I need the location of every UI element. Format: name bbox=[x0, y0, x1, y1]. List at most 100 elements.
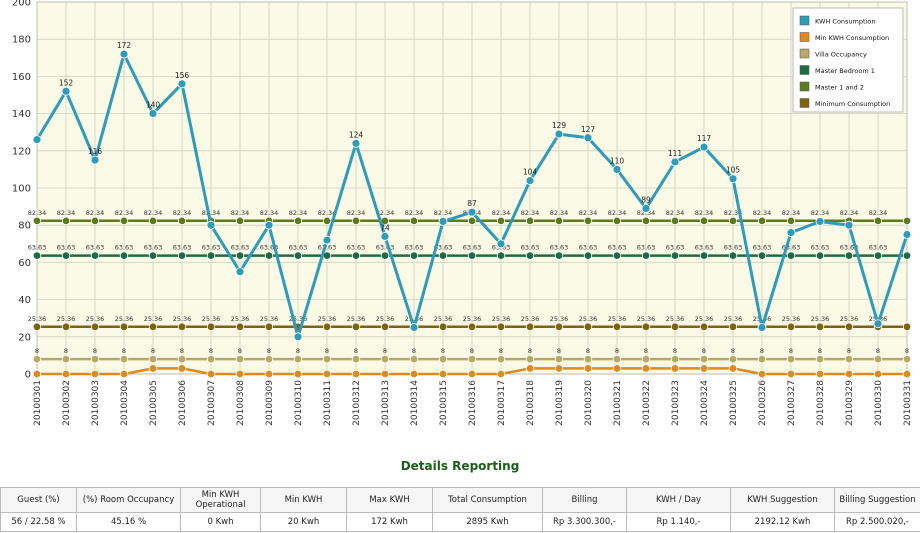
data-point bbox=[583, 354, 593, 364]
data-point bbox=[699, 142, 709, 152]
data-point bbox=[757, 323, 767, 332]
data-point bbox=[351, 138, 361, 148]
data-point bbox=[380, 231, 390, 241]
data-point bbox=[554, 129, 564, 139]
data-point bbox=[235, 267, 245, 277]
data-point bbox=[467, 354, 477, 364]
legend-entry: Min KWH Consumption bbox=[815, 34, 889, 42]
data-label: 8 bbox=[470, 347, 474, 355]
data-point bbox=[119, 49, 129, 59]
data-label: 82.34 bbox=[376, 209, 395, 217]
data-label: 140 bbox=[146, 101, 161, 110]
data-point bbox=[467, 207, 477, 217]
data-label: 25.36 bbox=[260, 315, 279, 323]
data-label: 8 bbox=[354, 347, 358, 355]
data-point bbox=[670, 216, 680, 226]
data-label: 82.34 bbox=[869, 209, 888, 217]
data-label: 8 bbox=[238, 347, 242, 355]
details-table: Guest (%) (%) Room Occupancy Min KWH Ope… bbox=[0, 487, 920, 532]
data-point bbox=[380, 322, 390, 332]
data-point bbox=[148, 322, 158, 332]
data-point bbox=[32, 251, 42, 260]
x-tick-label: 20100311 bbox=[323, 380, 333, 426]
data-label: 25.36 bbox=[231, 315, 250, 323]
value-min-kwh: 20 Kwh bbox=[260, 512, 347, 532]
data-point bbox=[612, 354, 622, 364]
data-label: 82.34 bbox=[753, 209, 772, 217]
data-label: 8 bbox=[644, 347, 648, 355]
x-tick-label: 20100318 bbox=[526, 380, 536, 426]
x-tick-label: 20100308 bbox=[236, 380, 246, 426]
data-label: 82.34 bbox=[492, 209, 511, 217]
data-label: 8 bbox=[615, 347, 619, 355]
y-tick-label: 100 bbox=[12, 184, 31, 195]
value-kwh-suggestion: 2192.12 Kwh bbox=[730, 512, 835, 532]
data-point bbox=[148, 251, 158, 260]
data-point bbox=[873, 216, 883, 226]
data-label: 25.36 bbox=[347, 315, 366, 323]
data-point bbox=[786, 251, 796, 260]
data-label: 63.63 bbox=[434, 244, 453, 252]
y-tick-label: 120 bbox=[12, 146, 31, 157]
data-point bbox=[757, 216, 767, 226]
data-label: 25.36 bbox=[637, 315, 656, 323]
value-guest: 56 / 22.58 % bbox=[0, 512, 77, 532]
data-point bbox=[438, 354, 448, 364]
data-point bbox=[438, 369, 448, 379]
value-billing-suggestion: Rp 2.500.020,- bbox=[834, 512, 920, 532]
legend-swatch bbox=[799, 32, 810, 42]
data-point bbox=[380, 369, 390, 379]
data-point bbox=[670, 157, 680, 167]
y-tick-label: 20 bbox=[18, 332, 31, 343]
legend-entry: Master 1 and 2 bbox=[815, 84, 864, 92]
x-tick-label: 20100316 bbox=[468, 380, 478, 426]
x-tick-label: 20100328 bbox=[816, 380, 826, 426]
data-point bbox=[873, 251, 883, 260]
data-label: 63.63 bbox=[637, 244, 656, 252]
details-title: Details Reporting bbox=[400, 459, 520, 473]
data-point bbox=[641, 251, 651, 260]
data-point bbox=[496, 322, 506, 332]
data-point bbox=[61, 322, 71, 332]
x-tick-label: 20100301 bbox=[33, 380, 43, 426]
data-label: 25.36 bbox=[376, 315, 395, 323]
data-point bbox=[119, 369, 129, 379]
data-point bbox=[786, 322, 796, 332]
data-point bbox=[148, 364, 158, 373]
header-billing: Billing bbox=[542, 487, 627, 513]
data-label: 25.36 bbox=[811, 315, 830, 323]
data-label: 63.63 bbox=[811, 244, 830, 252]
data-label: 82.34 bbox=[579, 209, 598, 217]
data-point bbox=[264, 369, 274, 379]
data-point bbox=[148, 216, 158, 226]
data-point bbox=[583, 251, 593, 260]
data-point bbox=[119, 216, 129, 226]
data-label: 8 bbox=[789, 347, 793, 355]
x-tick-label: 20100307 bbox=[207, 380, 217, 426]
data-point bbox=[119, 354, 129, 364]
legend-swatch bbox=[799, 15, 810, 26]
data-point bbox=[612, 322, 622, 332]
data-point bbox=[496, 239, 506, 249]
data-point bbox=[90, 155, 100, 165]
header-max-kwh: Max KWH bbox=[346, 487, 433, 513]
data-point bbox=[525, 322, 535, 332]
data-point bbox=[235, 369, 245, 379]
data-label: 63.63 bbox=[57, 244, 76, 252]
data-point bbox=[641, 204, 651, 213]
data-point bbox=[409, 251, 419, 260]
data-point bbox=[583, 322, 593, 332]
x-tick-label: 20100309 bbox=[265, 380, 275, 426]
data-point bbox=[467, 251, 477, 260]
data-label: 82.34 bbox=[289, 209, 308, 217]
data-label: 104 bbox=[523, 168, 538, 177]
data-label: 63.63 bbox=[405, 244, 424, 252]
data-point bbox=[641, 364, 651, 373]
data-point bbox=[351, 369, 361, 379]
data-point bbox=[467, 322, 477, 332]
x-tick-label: 20100306 bbox=[178, 380, 188, 426]
data-point bbox=[177, 251, 187, 260]
value-kwh-day: Rp 1.140,- bbox=[626, 512, 731, 532]
data-label: 8 bbox=[412, 347, 416, 355]
data-label: 63.63 bbox=[231, 244, 250, 252]
